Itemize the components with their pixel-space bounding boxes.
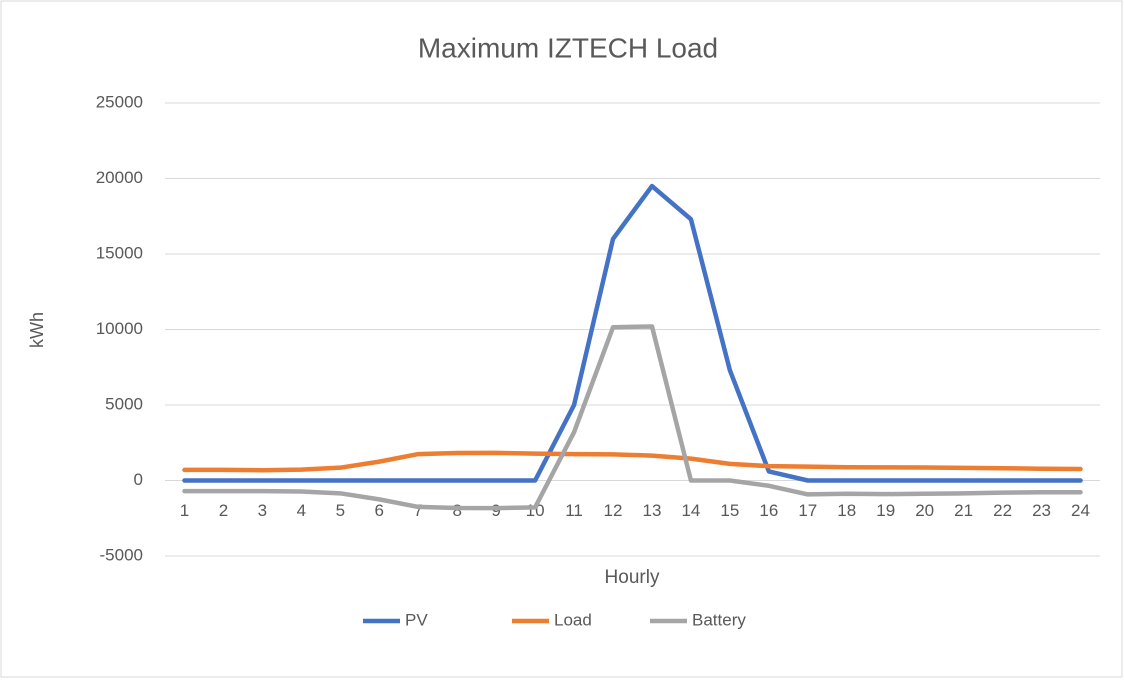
x-tick-label: 12 [604,501,623,520]
y-tick-label: 20000 [96,168,143,187]
series-line [182,450,1083,473]
x-tick-label: 13 [643,501,662,520]
chart-title: Maximum IZTECH Load [418,32,718,63]
x-tick-label: 16 [759,501,778,520]
x-axis-label: Hourly [605,567,660,588]
x-tick-label: 20 [915,501,934,520]
x-tick-label: 7 [413,501,422,520]
series-line [182,183,1083,483]
y-tick-label: 25000 [96,92,143,111]
x-tick-label: 5 [336,501,345,520]
y-tick-label: 0 [134,470,143,489]
legend-label: PV [405,610,428,629]
x-tick-label: 22 [993,501,1012,520]
x-tick-label: 1 [180,501,189,520]
x-tick-label: 21 [954,501,973,520]
legend-label: Battery [692,610,746,629]
x-tick-label: 18 [837,501,856,520]
x-tick-label: 4 [297,501,306,520]
y-axis-label: kWh [27,312,47,348]
x-tick-label: 14 [681,501,700,520]
x-tick-label: 6 [375,501,384,520]
series-line [182,324,1083,511]
x-tick-label: 24 [1071,501,1090,520]
x-tick-label: 15 [720,501,739,520]
x-tick-label: 3 [258,501,267,520]
x-tick-label: 17 [798,501,817,520]
x-tick-label: 23 [1032,501,1051,520]
x-tick-label: 11 [565,501,583,520]
x-tick-label: 2 [219,501,228,520]
legend-label: Load [554,610,592,629]
x-tick-label: 9 [491,501,500,520]
y-tick-label: -5000 [100,545,143,564]
y-tick-label: 10000 [96,319,143,338]
x-tick-label: 19 [876,501,895,520]
x-tick-label: 8 [452,501,461,520]
y-tick-label: 15000 [96,243,143,262]
y-tick-label: 5000 [105,394,143,413]
